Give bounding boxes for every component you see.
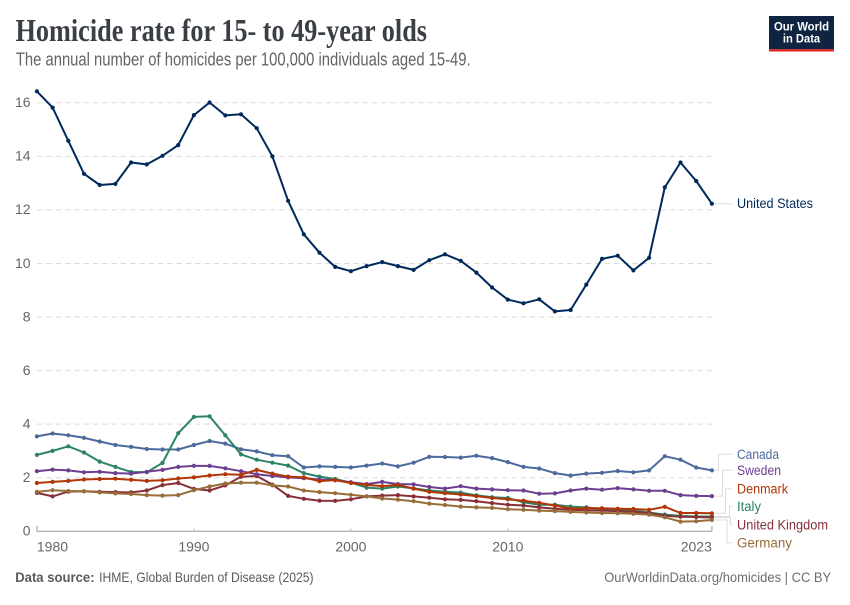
svg-text:14: 14 (15, 148, 31, 164)
svg-text:Germany: Germany (737, 536, 792, 551)
svg-text:0: 0 (23, 523, 31, 539)
svg-text:Denmark: Denmark (737, 482, 788, 497)
svg-text:United Kingdom: United Kingdom (737, 518, 828, 533)
svg-text:The annual number of homicides: The annual number of homicides per 100,0… (16, 50, 471, 70)
svg-text:United States: United States (737, 196, 813, 211)
svg-text:10: 10 (15, 255, 31, 271)
svg-text:8: 8 (23, 308, 31, 324)
svg-text:12: 12 (15, 201, 31, 217)
svg-text:6: 6 (23, 362, 31, 378)
svg-text:1980: 1980 (37, 538, 68, 554)
svg-text:IHME, Global Burden of Disease: IHME, Global Burden of Disease (2025) (99, 570, 314, 585)
svg-text:2010: 2010 (492, 538, 523, 554)
svg-text:Homicide rate for 15- to 49-ye: Homicide rate for 15- to 49-year olds (16, 12, 428, 48)
svg-text:Our World: Our World (774, 20, 829, 34)
svg-text:1990: 1990 (178, 538, 209, 554)
svg-text:2023: 2023 (681, 538, 712, 554)
svg-text:4: 4 (23, 415, 31, 431)
svg-text:in Data: in Data (783, 31, 820, 45)
svg-text:Data source:: Data source: (15, 570, 94, 585)
svg-text:Italy: Italy (737, 499, 761, 514)
svg-text:OurWorldinData.org/homicides |: OurWorldinData.org/homicides | CC BY (604, 570, 831, 585)
svg-text:2: 2 (23, 469, 31, 485)
svg-text:16: 16 (15, 94, 31, 110)
svg-text:2000: 2000 (335, 538, 366, 554)
svg-text:Sweden: Sweden (737, 463, 781, 478)
svg-text:Canada: Canada (737, 447, 779, 462)
